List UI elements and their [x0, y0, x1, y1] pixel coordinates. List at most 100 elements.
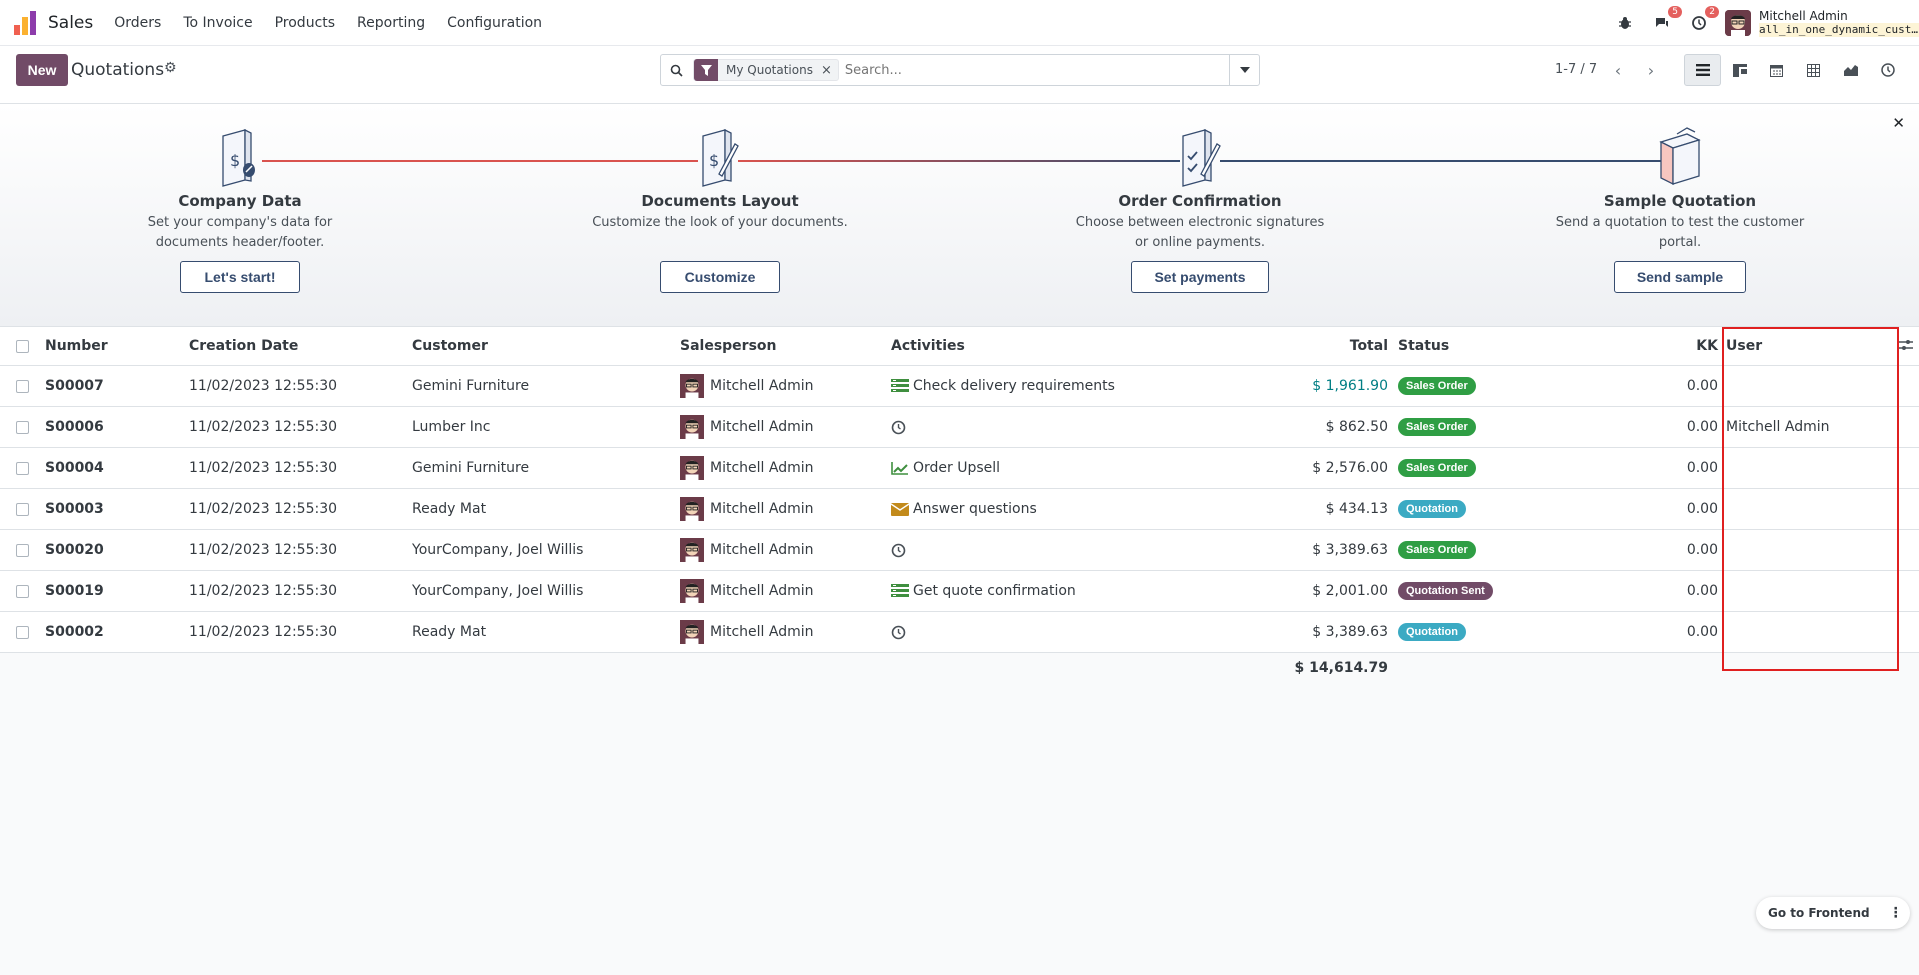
- close-icon[interactable]: ✕: [1892, 114, 1905, 132]
- top-navbar: Sales Orders To Invoice Products Reporti…: [0, 0, 1919, 46]
- onboarding-step-description: Set your company's data for documents he…: [147, 215, 333, 250]
- menu-item-reporting[interactable]: Reporting: [357, 14, 426, 31]
- clock-icon[interactable]: [891, 625, 909, 639]
- row-checkbox[interactable]: [16, 544, 29, 557]
- salesperson-avatar[interactable]: [680, 374, 704, 398]
- column-header-creation-date[interactable]: Creation Date: [189, 338, 299, 354]
- menu-item-products[interactable]: Products: [274, 14, 336, 31]
- lets-start-button[interactable]: Let's start!: [180, 261, 300, 293]
- pager-previous-icon[interactable]: ‹: [1614, 60, 1622, 80]
- cell-activities[interactable]: [891, 612, 913, 652]
- activity-summary: Get quote confirmation: [913, 583, 1076, 599]
- optional-columns-icon[interactable]: [1899, 339, 1913, 355]
- status-badge: Quotation: [1398, 623, 1466, 641]
- view-switcher: [1684, 54, 1906, 86]
- salesperson-avatar[interactable]: [680, 538, 704, 562]
- cell-kk: 0.00: [1686, 460, 1718, 476]
- search-options-toggle[interactable]: [1229, 55, 1259, 85]
- activities-clock-icon[interactable]: 2: [1688, 6, 1719, 34]
- salesperson-avatar[interactable]: [680, 497, 704, 521]
- salesperson-avatar[interactable]: [680, 415, 704, 439]
- pager-value[interactable]: 1-7 / 7: [1555, 62, 1598, 77]
- table-row[interactable]: S00006 11/02/2023 12:55:30 Lumber Inc Mitch…: [0, 407, 1919, 448]
- row-checkbox[interactable]: [16, 462, 29, 475]
- documents-layout-icon: $: [693, 122, 747, 188]
- calendar-view-icon[interactable]: [1758, 54, 1795, 86]
- select-all-checkbox[interactable]: [16, 340, 29, 353]
- activity-summary: Answer questions: [913, 501, 1037, 517]
- table-row[interactable]: S00020 11/02/2023 12:55:30 YourCompany, Jo…: [0, 530, 1919, 571]
- table-row[interactable]: S00007 11/02/2023 12:55:30 Gemini Furnitur…: [0, 366, 1919, 407]
- column-header-user[interactable]: User: [1726, 338, 1763, 354]
- salesperson-avatar[interactable]: [680, 620, 704, 644]
- column-header-kk[interactable]: KK: [1696, 338, 1718, 354]
- cell-creation-date: 11/02/2023 12:55:30: [189, 624, 338, 640]
- sales-app-icon[interactable]: [14, 10, 38, 35]
- salesperson-avatar[interactable]: [680, 579, 704, 603]
- cell-activities[interactable]: Get quote confirmation: [891, 571, 1076, 611]
- clock-icon[interactable]: [891, 543, 909, 557]
- new-button[interactable]: New: [16, 54, 68, 86]
- table-row[interactable]: S00003 11/02/2023 12:55:30 Ready Mat Mitche…: [0, 489, 1919, 530]
- more-options-icon[interactable]: ⋮: [1888, 905, 1903, 921]
- cell-total: $ 862.50: [1325, 419, 1388, 435]
- cell-status: Quotation: [1398, 612, 1466, 652]
- menu-item-orders[interactable]: Orders: [114, 14, 162, 31]
- graph-view-icon[interactable]: [1832, 54, 1869, 86]
- cell-activities[interactable]: Order Upsell: [891, 448, 1000, 488]
- onboarding-step-description: Send a quotation to test the customer po…: [1555, 215, 1805, 250]
- user-menu[interactable]: Mitchell Admin all_in_one_dynamic_custo…: [1759, 9, 1919, 37]
- menu-item-configuration[interactable]: Configuration: [447, 14, 543, 31]
- row-checkbox[interactable]: [16, 421, 29, 434]
- clock-icon[interactable]: [891, 420, 909, 434]
- messages-badge: 5: [1668, 6, 1682, 18]
- pivot-view-icon[interactable]: [1795, 54, 1832, 86]
- cell-customer: Ready Mat: [412, 501, 487, 517]
- customize-button[interactable]: Customize: [660, 261, 780, 293]
- row-checkbox[interactable]: [16, 380, 29, 393]
- column-header-status[interactable]: Status: [1398, 338, 1450, 354]
- gear-icon[interactable]: ⚙: [164, 60, 177, 76]
- table-header-row: Number Creation Date Customer Salesperso…: [0, 327, 1919, 366]
- row-checkbox[interactable]: [16, 503, 29, 516]
- page-title[interactable]: Quotations: [71, 60, 165, 80]
- menu-item-to-invoice[interactable]: To Invoice: [183, 14, 253, 31]
- remove-facet-icon[interactable]: ×: [820, 62, 832, 78]
- cell-customer: YourCompany, Joel Willis: [412, 542, 584, 558]
- cell-salesperson: Mitchell Admin: [680, 448, 814, 488]
- tasks-icon[interactable]: [891, 584, 909, 598]
- table-row[interactable]: S00002 11/02/2023 12:55:30 Ready Mat Mitche…: [0, 612, 1919, 653]
- bug-icon[interactable]: [1614, 12, 1636, 34]
- app-name[interactable]: Sales: [48, 12, 94, 33]
- list-view-icon[interactable]: [1684, 54, 1721, 86]
- cell-activities[interactable]: [891, 407, 913, 447]
- chart-icon[interactable]: [891, 461, 909, 475]
- activity-view-icon[interactable]: [1869, 54, 1906, 86]
- salesperson-avatar[interactable]: [680, 456, 704, 480]
- kanban-view-icon[interactable]: [1721, 54, 1758, 86]
- table-row[interactable]: S00019 11/02/2023 12:55:30 YourCompany, Jo…: [0, 571, 1919, 612]
- row-checkbox[interactable]: [16, 626, 29, 639]
- row-checkbox[interactable]: [16, 585, 29, 598]
- salesperson-name: Mitchell Admin: [710, 378, 814, 394]
- cell-activities[interactable]: Answer questions: [891, 489, 1037, 529]
- user-avatar[interactable]: [1725, 10, 1751, 36]
- send-sample-button[interactable]: Send sample: [1614, 261, 1746, 293]
- pager-next-icon[interactable]: ›: [1647, 60, 1655, 80]
- column-header-salesperson[interactable]: Salesperson: [680, 338, 777, 354]
- search-input[interactable]: [844, 62, 1229, 78]
- column-header-number[interactable]: Number: [45, 338, 108, 354]
- set-payments-button[interactable]: Set payments: [1131, 261, 1269, 293]
- column-header-activities[interactable]: Activities: [891, 338, 965, 354]
- table-row[interactable]: S00004 11/02/2023 12:55:30 Gemini Furnitur…: [0, 448, 1919, 489]
- messages-icon[interactable]: 5: [1651, 6, 1682, 34]
- column-header-customer[interactable]: Customer: [412, 338, 488, 354]
- envelope-icon[interactable]: [891, 502, 909, 516]
- cell-activities[interactable]: [891, 530, 913, 570]
- column-header-total[interactable]: Total: [1349, 338, 1388, 354]
- cell-activities[interactable]: Check delivery requirements: [891, 366, 1115, 406]
- sample-quotation-icon: [1653, 122, 1707, 188]
- tasks-icon[interactable]: [891, 379, 909, 393]
- salesperson-name: Mitchell Admin: [710, 624, 814, 640]
- go-to-frontend-button[interactable]: Go to Frontend: [1768, 906, 1870, 920]
